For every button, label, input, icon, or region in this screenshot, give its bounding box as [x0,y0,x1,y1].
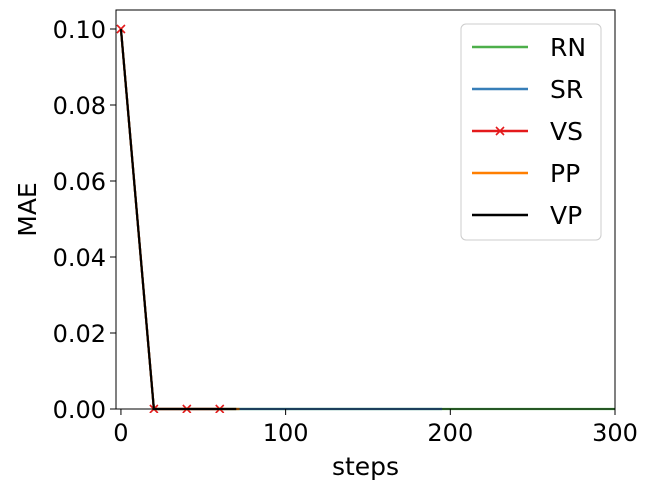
legend-item-vs: VS [472,117,583,146]
legend-marker [495,126,505,136]
legend-label: SR [550,75,583,104]
y-tick-label: 0.02 [53,320,106,348]
x-tick-label: 200 [427,419,473,447]
x-axis: 0 100 200 300 [113,409,638,447]
y-tick-label: 0.00 [53,396,106,424]
y-axis: 0.00 0.02 0.04 0.06 0.08 0.10 [53,16,116,424]
y-tick-label: 0.06 [53,168,106,196]
series-line-vs [119,28,220,411]
series-line-pp [119,28,240,411]
legend-item-pp: PP [472,159,580,188]
legend-label: RN [550,33,586,62]
x-tick-label: 300 [592,419,638,447]
legend-box [460,23,602,241]
plot-frame [115,9,616,410]
legend: RN SR VS PP VP [460,23,602,241]
y-axis-label: MAE [13,182,42,236]
legend-item-sr: SR [472,75,583,104]
x-tick-label: 100 [263,419,309,447]
legend-item-vp: VP [472,201,582,230]
x-tick-label: 0 [113,419,128,447]
legend-label: VP [550,201,582,230]
series-line-sr [119,28,443,411]
legend-item-rn: RN [472,33,586,62]
y-tick-label: 0.04 [53,244,106,272]
legend-label: PP [550,159,580,188]
y-tick-label: 0.10 [53,16,106,44]
series-line-vp [119,28,237,411]
y-tick-label: 0.08 [53,92,106,120]
x-axis-label: steps [332,452,399,481]
legend-label: VS [550,117,583,146]
